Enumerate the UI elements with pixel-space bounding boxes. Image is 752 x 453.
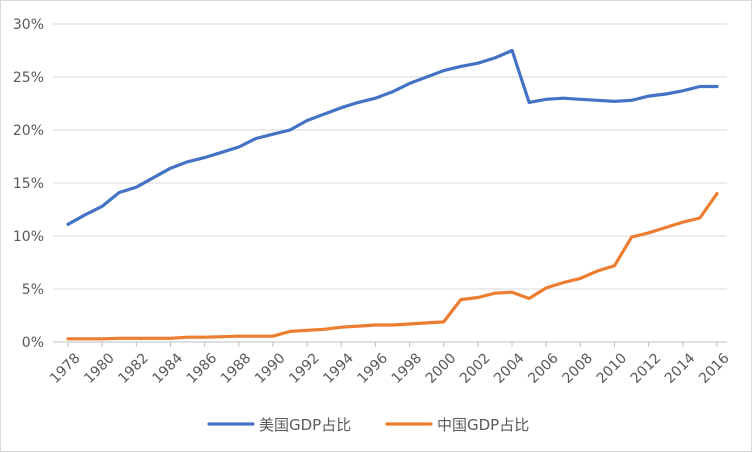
x-tick-label: 2002 — [457, 350, 494, 387]
y-tick-label: 10% — [13, 229, 44, 245]
y-tick-label: 5% — [22, 282, 44, 298]
legend: 美国GDP占比 中国GDP占比 — [207, 416, 529, 434]
gridlines — [53, 23, 727, 290]
x-tick-label: 1996 — [355, 350, 392, 387]
series-line-1 — [66, 48, 719, 226]
x-tick-label: 1982 — [115, 350, 152, 387]
x-tick-label: 2010 — [594, 350, 631, 387]
series-line-2 — [66, 192, 719, 341]
y-tick-label: 0% — [22, 335, 44, 351]
x-tick-label: 1988 — [218, 350, 255, 387]
x-tick-label: 1992 — [286, 350, 323, 387]
x-tick-label: 1984 — [150, 350, 187, 387]
series-lines — [66, 48, 719, 341]
x-tick-label: 2000 — [423, 350, 460, 387]
x-tick-label: 2012 — [628, 350, 665, 387]
x-tick-label: 2004 — [491, 350, 528, 387]
x-tick-label: 1994 — [320, 350, 357, 387]
x-axis — [53, 341, 727, 347]
x-tick-label: 1978 — [47, 350, 84, 387]
x-tick-label: 2006 — [525, 350, 562, 387]
y-tick-label: 15% — [13, 176, 44, 192]
x-tick-label: 2016 — [696, 350, 733, 387]
legend-label-2: 中国GDP占比 — [437, 416, 529, 434]
x-tick-label: 2008 — [559, 350, 596, 387]
x-tick-label: 1980 — [81, 350, 118, 387]
y-axis-ticks: 0% 5% 10% 15% 20% 25% 30% — [13, 17, 44, 351]
x-tick-label: 1998 — [389, 350, 426, 387]
x-tick-label: 2014 — [662, 350, 699, 387]
x-axis-ticks: 1978198019821984198619881990199219941996… — [47, 350, 733, 387]
legend-label-1: 美国GDP占比 — [259, 416, 351, 434]
x-tick-label: 1990 — [252, 350, 289, 387]
x-tick-label: 1986 — [184, 350, 221, 387]
y-tick-label: 20% — [13, 123, 44, 139]
y-tick-label: 30% — [13, 17, 44, 33]
y-tick-label: 25% — [13, 70, 44, 86]
